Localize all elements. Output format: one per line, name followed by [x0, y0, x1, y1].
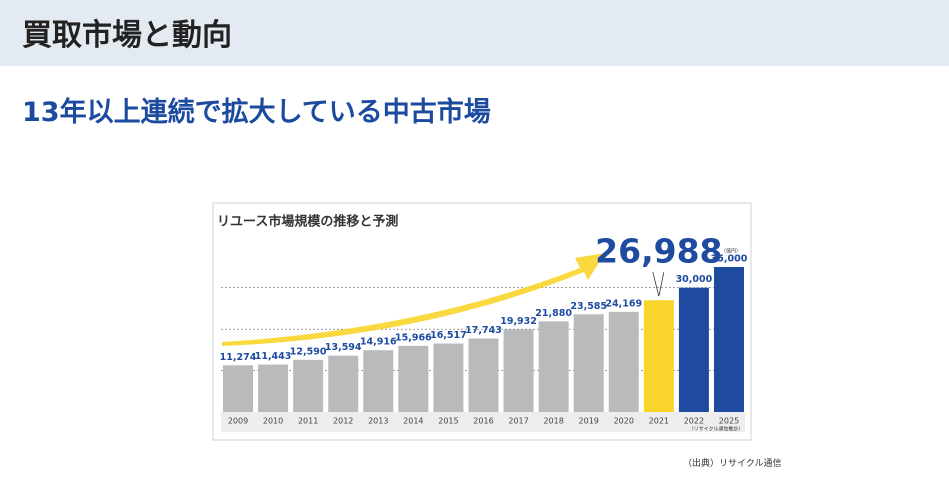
x-tick-label: 2025 — [719, 417, 739, 426]
unit-label: （億円） — [721, 248, 741, 255]
value-label: 14,916 — [360, 337, 397, 348]
x-tick-label: 2022 — [684, 417, 704, 426]
axis-band — [221, 412, 745, 432]
note: （リサイクル通信推計） — [689, 426, 744, 433]
bar — [398, 345, 429, 412]
x-tick-label: 2014 — [403, 417, 423, 426]
bar — [713, 267, 744, 412]
bar — [363, 350, 394, 412]
x-tick-label: 2013 — [368, 417, 388, 426]
source: （出典）リサイクル通信 — [683, 459, 782, 469]
x-tick-label: 2017 — [508, 417, 528, 426]
x-tick-label: 2018 — [543, 417, 563, 426]
chart-title: リユース市場規模の推移と予測 — [217, 214, 398, 230]
x-tick-label: 2010 — [263, 417, 283, 426]
bar — [503, 329, 534, 412]
x-tick-label: 2012 — [333, 417, 353, 426]
bar — [643, 300, 674, 412]
value-label: 26,988 — [595, 232, 722, 271]
bar — [678, 287, 709, 412]
bar — [608, 311, 639, 412]
value-label: 12,590 — [290, 346, 327, 357]
value-label: 24,169 — [605, 298, 642, 309]
x-tick-label: 2020 — [614, 417, 634, 426]
bar — [258, 364, 289, 412]
header: 買取市場と動向 — [0, 0, 949, 66]
value-label: 15,966 — [395, 332, 432, 343]
bar — [223, 365, 253, 412]
value-label: 11,443 — [255, 351, 292, 362]
value-label: 35,000 — [711, 254, 748, 265]
subtitle: 13年以上連続で拡大している中古市場 — [22, 97, 491, 128]
bar — [293, 359, 324, 412]
bar — [328, 355, 359, 412]
x-tick-label: 2016 — [473, 417, 493, 426]
bar — [573, 314, 604, 412]
x-tick-label: 2015 — [438, 417, 458, 426]
value-label: 16,517 — [430, 330, 467, 341]
header-title: 買取市場と動向 — [22, 18, 232, 53]
x-tick-label: 2021 — [649, 417, 669, 426]
value-label: 17,743 — [465, 325, 502, 336]
bar — [468, 338, 499, 412]
x-tick-label: 2019 — [579, 417, 599, 426]
bar — [538, 321, 569, 412]
value-label: 11,274 — [220, 352, 257, 363]
x-tick-label: 2011 — [298, 417, 318, 426]
callout — [652, 272, 665, 297]
value-label: 30,000 — [676, 274, 713, 285]
value-label: 13,594 — [325, 342, 362, 353]
value-label: 23,585 — [570, 301, 607, 312]
value-label: 21,880 — [535, 308, 572, 319]
bar — [433, 343, 464, 412]
x-tick-label: 2009 — [228, 417, 248, 426]
value-label: 19,932 — [500, 316, 537, 327]
